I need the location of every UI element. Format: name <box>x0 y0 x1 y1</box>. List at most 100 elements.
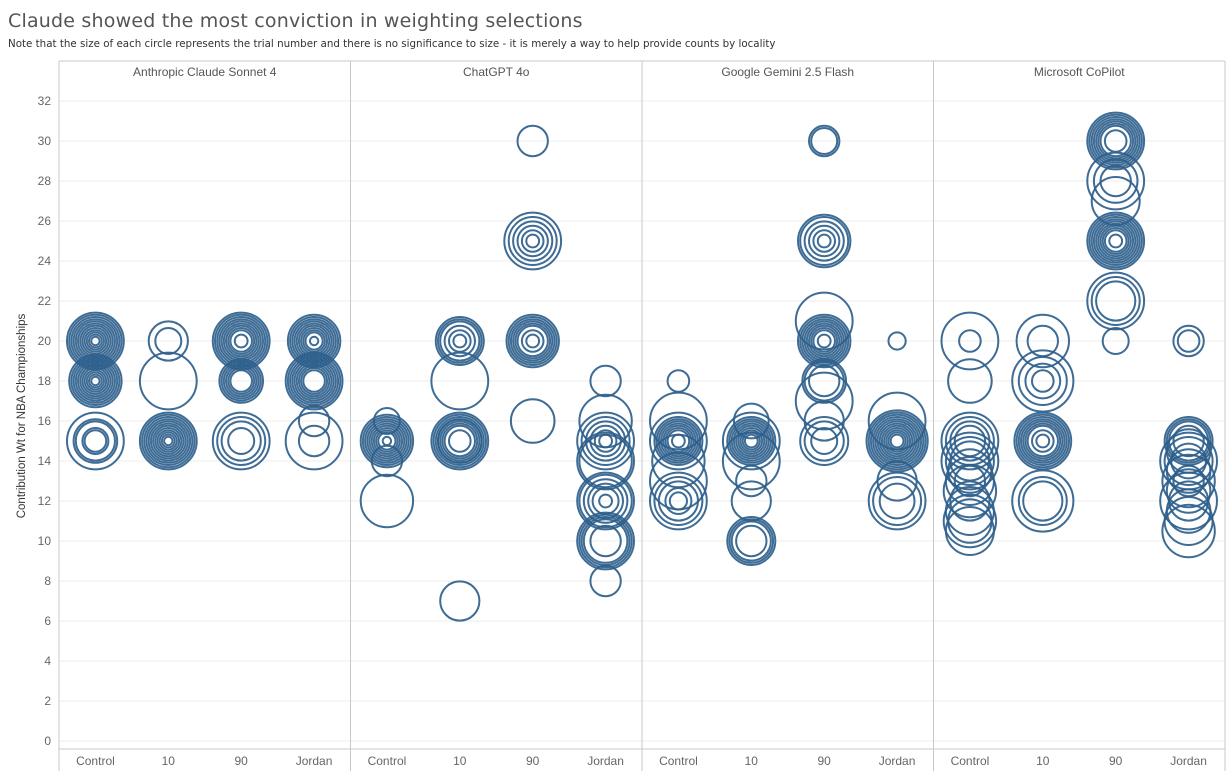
data-point <box>816 333 832 349</box>
data-point <box>721 431 781 491</box>
x-tick-label: 10 <box>745 754 759 768</box>
data-point <box>90 335 101 347</box>
x-tick-label: Control <box>76 754 115 768</box>
data-point <box>1103 229 1128 253</box>
panel-dividers <box>58 60 1226 771</box>
data-point <box>1165 468 1212 514</box>
data-point <box>77 362 114 400</box>
data-point <box>160 433 176 449</box>
data-point <box>816 233 832 249</box>
data-point <box>580 416 631 466</box>
data-point <box>1031 429 1055 453</box>
y-tick-label: 26 <box>38 214 52 228</box>
data-point <box>1020 418 1066 464</box>
data-point <box>874 418 920 464</box>
data-point <box>671 433 686 449</box>
data-point <box>1022 480 1064 522</box>
data-point <box>1101 227 1130 255</box>
data-point <box>737 427 766 455</box>
data-point <box>437 318 483 364</box>
y-tick-label: 20 <box>38 334 52 348</box>
data-point <box>72 358 119 404</box>
data-point <box>728 418 775 464</box>
data-point <box>803 220 845 262</box>
x-tick-label: Control <box>659 754 698 768</box>
data-point <box>72 418 119 464</box>
data-marks <box>66 111 1218 622</box>
data-point <box>430 411 490 471</box>
data-point <box>576 411 635 471</box>
data-point <box>291 358 337 404</box>
x-tick-label: Jordan <box>587 754 624 768</box>
data-point <box>593 429 618 453</box>
x-tick-label: 10 <box>1036 754 1050 768</box>
data-point <box>68 353 123 409</box>
data-point <box>211 411 271 471</box>
data-point <box>366 420 408 462</box>
data-point <box>1172 424 1205 458</box>
data-point <box>286 353 342 409</box>
data-point <box>90 375 101 387</box>
data-point <box>1099 124 1132 158</box>
data-point <box>361 416 412 466</box>
data-point <box>1101 327 1130 355</box>
y-tick-label: 12 <box>38 494 52 508</box>
data-point <box>1088 213 1143 269</box>
data-point <box>1022 420 1064 462</box>
y-tick-label: 18 <box>38 374 52 388</box>
y-tick-label: 24 <box>38 254 52 268</box>
data-point <box>225 364 258 398</box>
data-point <box>1172 324 1205 358</box>
data-point <box>88 373 103 389</box>
data-point <box>452 333 468 349</box>
data-point <box>520 229 545 253</box>
data-point <box>1031 369 1055 393</box>
data-point <box>1026 424 1060 458</box>
data-point <box>1086 271 1146 331</box>
y-tick-label: 22 <box>38 294 52 308</box>
data-point <box>878 482 916 520</box>
data-point <box>302 369 326 393</box>
data-point <box>503 211 563 271</box>
data-point <box>229 369 253 393</box>
y-tick-label: 10 <box>38 534 52 548</box>
data-point <box>147 320 189 362</box>
data-point <box>887 431 907 451</box>
data-point <box>85 331 106 351</box>
data-point <box>225 324 258 358</box>
data-point <box>512 320 554 362</box>
y-tick-label: 0 <box>44 734 51 748</box>
data-point <box>1176 329 1201 353</box>
data-point <box>944 506 995 556</box>
y-axis-title: Contribution Wt for NBA Championships <box>16 313 28 518</box>
data-point <box>812 229 837 253</box>
data-point <box>81 367 110 395</box>
data-point <box>83 329 108 353</box>
data-point <box>1024 422 1062 460</box>
data-point <box>79 364 112 398</box>
data-point <box>653 416 704 466</box>
data-point <box>359 413 415 469</box>
data-point <box>505 313 560 369</box>
data-point <box>808 124 841 158</box>
data-point <box>158 431 178 451</box>
data-point <box>1092 158 1139 204</box>
data-point <box>233 333 249 349</box>
data-point <box>227 427 256 455</box>
data-point <box>300 367 329 395</box>
data-point <box>721 411 781 471</box>
data-point <box>1163 436 1214 486</box>
data-point <box>218 358 264 404</box>
y-tick-label: 4 <box>44 654 51 668</box>
data-point <box>297 364 331 398</box>
panel-header-label: ChatGPT 4o <box>463 65 530 79</box>
x-tick-label: Jordan <box>879 754 916 768</box>
y-tick-label: 6 <box>44 614 51 628</box>
panel-header-label: Google Gemini 2.5 Flash <box>721 65 854 79</box>
data-point <box>582 518 629 564</box>
data-point <box>448 429 472 453</box>
data-point <box>794 291 854 351</box>
data-point <box>803 400 845 442</box>
data-point <box>295 362 333 400</box>
data-point <box>1035 433 1051 449</box>
